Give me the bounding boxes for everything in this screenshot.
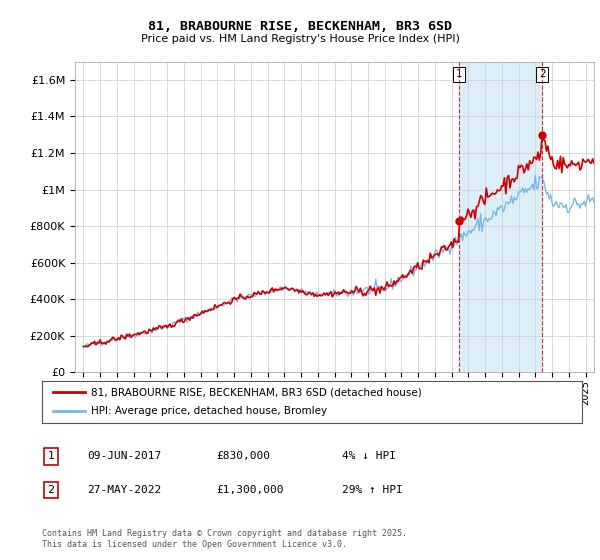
Text: 27-MAY-2022: 27-MAY-2022	[87, 485, 161, 495]
Text: £830,000: £830,000	[216, 451, 270, 461]
Text: 81, BRABOURNE RISE, BECKENHAM, BR3 6SD (detached house): 81, BRABOURNE RISE, BECKENHAM, BR3 6SD (…	[91, 387, 421, 397]
Text: 1: 1	[47, 451, 55, 461]
Text: 4% ↓ HPI: 4% ↓ HPI	[342, 451, 396, 461]
Text: 2: 2	[47, 485, 55, 495]
Text: Price paid vs. HM Land Registry's House Price Index (HPI): Price paid vs. HM Land Registry's House …	[140, 34, 460, 44]
Text: 2: 2	[539, 69, 545, 80]
Bar	[459, 62, 542, 372]
Text: HPI: Average price, detached house, Bromley: HPI: Average price, detached house, Brom…	[91, 407, 327, 417]
Text: £1,300,000: £1,300,000	[216, 485, 284, 495]
Text: 09-JUN-2017: 09-JUN-2017	[87, 451, 161, 461]
Text: 1: 1	[456, 69, 463, 80]
Text: Contains HM Land Registry data © Crown copyright and database right 2025.
This d: Contains HM Land Registry data © Crown c…	[42, 529, 407, 549]
Text: 29% ↑ HPI: 29% ↑ HPI	[342, 485, 403, 495]
Text: 81, BRABOURNE RISE, BECKENHAM, BR3 6SD: 81, BRABOURNE RISE, BECKENHAM, BR3 6SD	[148, 20, 452, 32]
